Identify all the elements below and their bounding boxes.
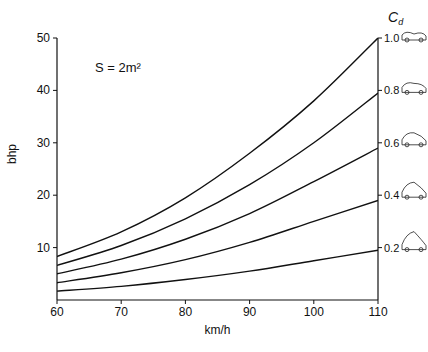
y2-tick-label: 0.8 <box>384 84 399 96</box>
car-wheel <box>405 143 409 147</box>
y-tick-label: 40 <box>37 83 51 97</box>
car-wheel <box>419 38 423 42</box>
y2-tick <box>378 38 382 39</box>
y-tick <box>53 90 57 91</box>
y-tick <box>53 195 57 196</box>
car-body <box>402 182 426 197</box>
car-icon <box>402 182 426 199</box>
chart-root: 60 70 80 90 100 110 10 20 30 40 50 0.2 0.4 0.6 0.8 1.0 k… <box>0 0 428 352</box>
car-icon <box>402 232 426 252</box>
y-tick-label: 20 <box>37 188 51 202</box>
x-tick-label: 90 <box>243 305 257 319</box>
x-tick <box>121 300 122 304</box>
car-wheel <box>405 38 409 42</box>
y-axis-label: bhp <box>5 144 19 164</box>
y-tick <box>53 142 57 143</box>
y-tick-label: 30 <box>37 136 51 150</box>
x-tick-label: 70 <box>115 305 129 319</box>
car-body <box>402 232 426 250</box>
y2-tick-label: 1.0 <box>384 32 399 44</box>
car-wheel <box>419 90 423 94</box>
y2-tick <box>378 142 382 143</box>
chart-svg: 60 70 80 90 100 110 10 20 30 40 50 0.2 0.4 0.6 0.8 1.0 k… <box>0 0 428 352</box>
y2-tick-label: 0.4 <box>384 189 399 201</box>
y-tick-label: 10 <box>37 241 51 255</box>
x-axis <box>57 299 378 300</box>
car-wheel <box>419 143 423 147</box>
series-line <box>57 93 378 265</box>
x-axis-label: km/h <box>204 323 230 337</box>
y-tick <box>53 247 57 248</box>
x-tick-label: 80 <box>179 305 193 319</box>
series-line <box>57 148 378 274</box>
series-line <box>57 38 378 257</box>
x-tick-label: 100 <box>304 305 324 319</box>
y2-tick-label: 0.6 <box>384 137 399 149</box>
annotation: S = 2m² <box>95 60 142 75</box>
y-tick <box>53 38 57 39</box>
car-icon <box>402 83 426 95</box>
y2-tick <box>378 195 382 196</box>
y2-axis-label: Cd <box>388 9 404 27</box>
y-tick-label: 50 <box>37 31 51 45</box>
car-wheel <box>405 248 409 252</box>
x-tick <box>249 300 250 304</box>
car-icon <box>402 133 426 147</box>
y2-tick <box>378 247 382 248</box>
y2-axis <box>377 38 378 300</box>
car-wheel <box>419 248 423 252</box>
x-tick <box>313 300 314 304</box>
y-axis <box>56 38 57 300</box>
y2-tick-label: 0.2 <box>384 242 399 254</box>
car-wheel <box>405 90 409 94</box>
series-line <box>57 250 378 291</box>
x-tick <box>57 300 58 304</box>
series-line <box>57 200 378 282</box>
plot-area <box>57 38 378 291</box>
x-tick <box>185 300 186 304</box>
car-wheel <box>405 195 409 199</box>
y2-label-sub: d <box>398 17 404 27</box>
y2-tick <box>378 90 382 91</box>
car-wheel <box>419 195 423 199</box>
x-tick-label: 60 <box>50 305 64 319</box>
car-icon <box>402 32 426 42</box>
x-tick <box>378 300 379 304</box>
x-tick-label: 110 <box>368 305 387 319</box>
